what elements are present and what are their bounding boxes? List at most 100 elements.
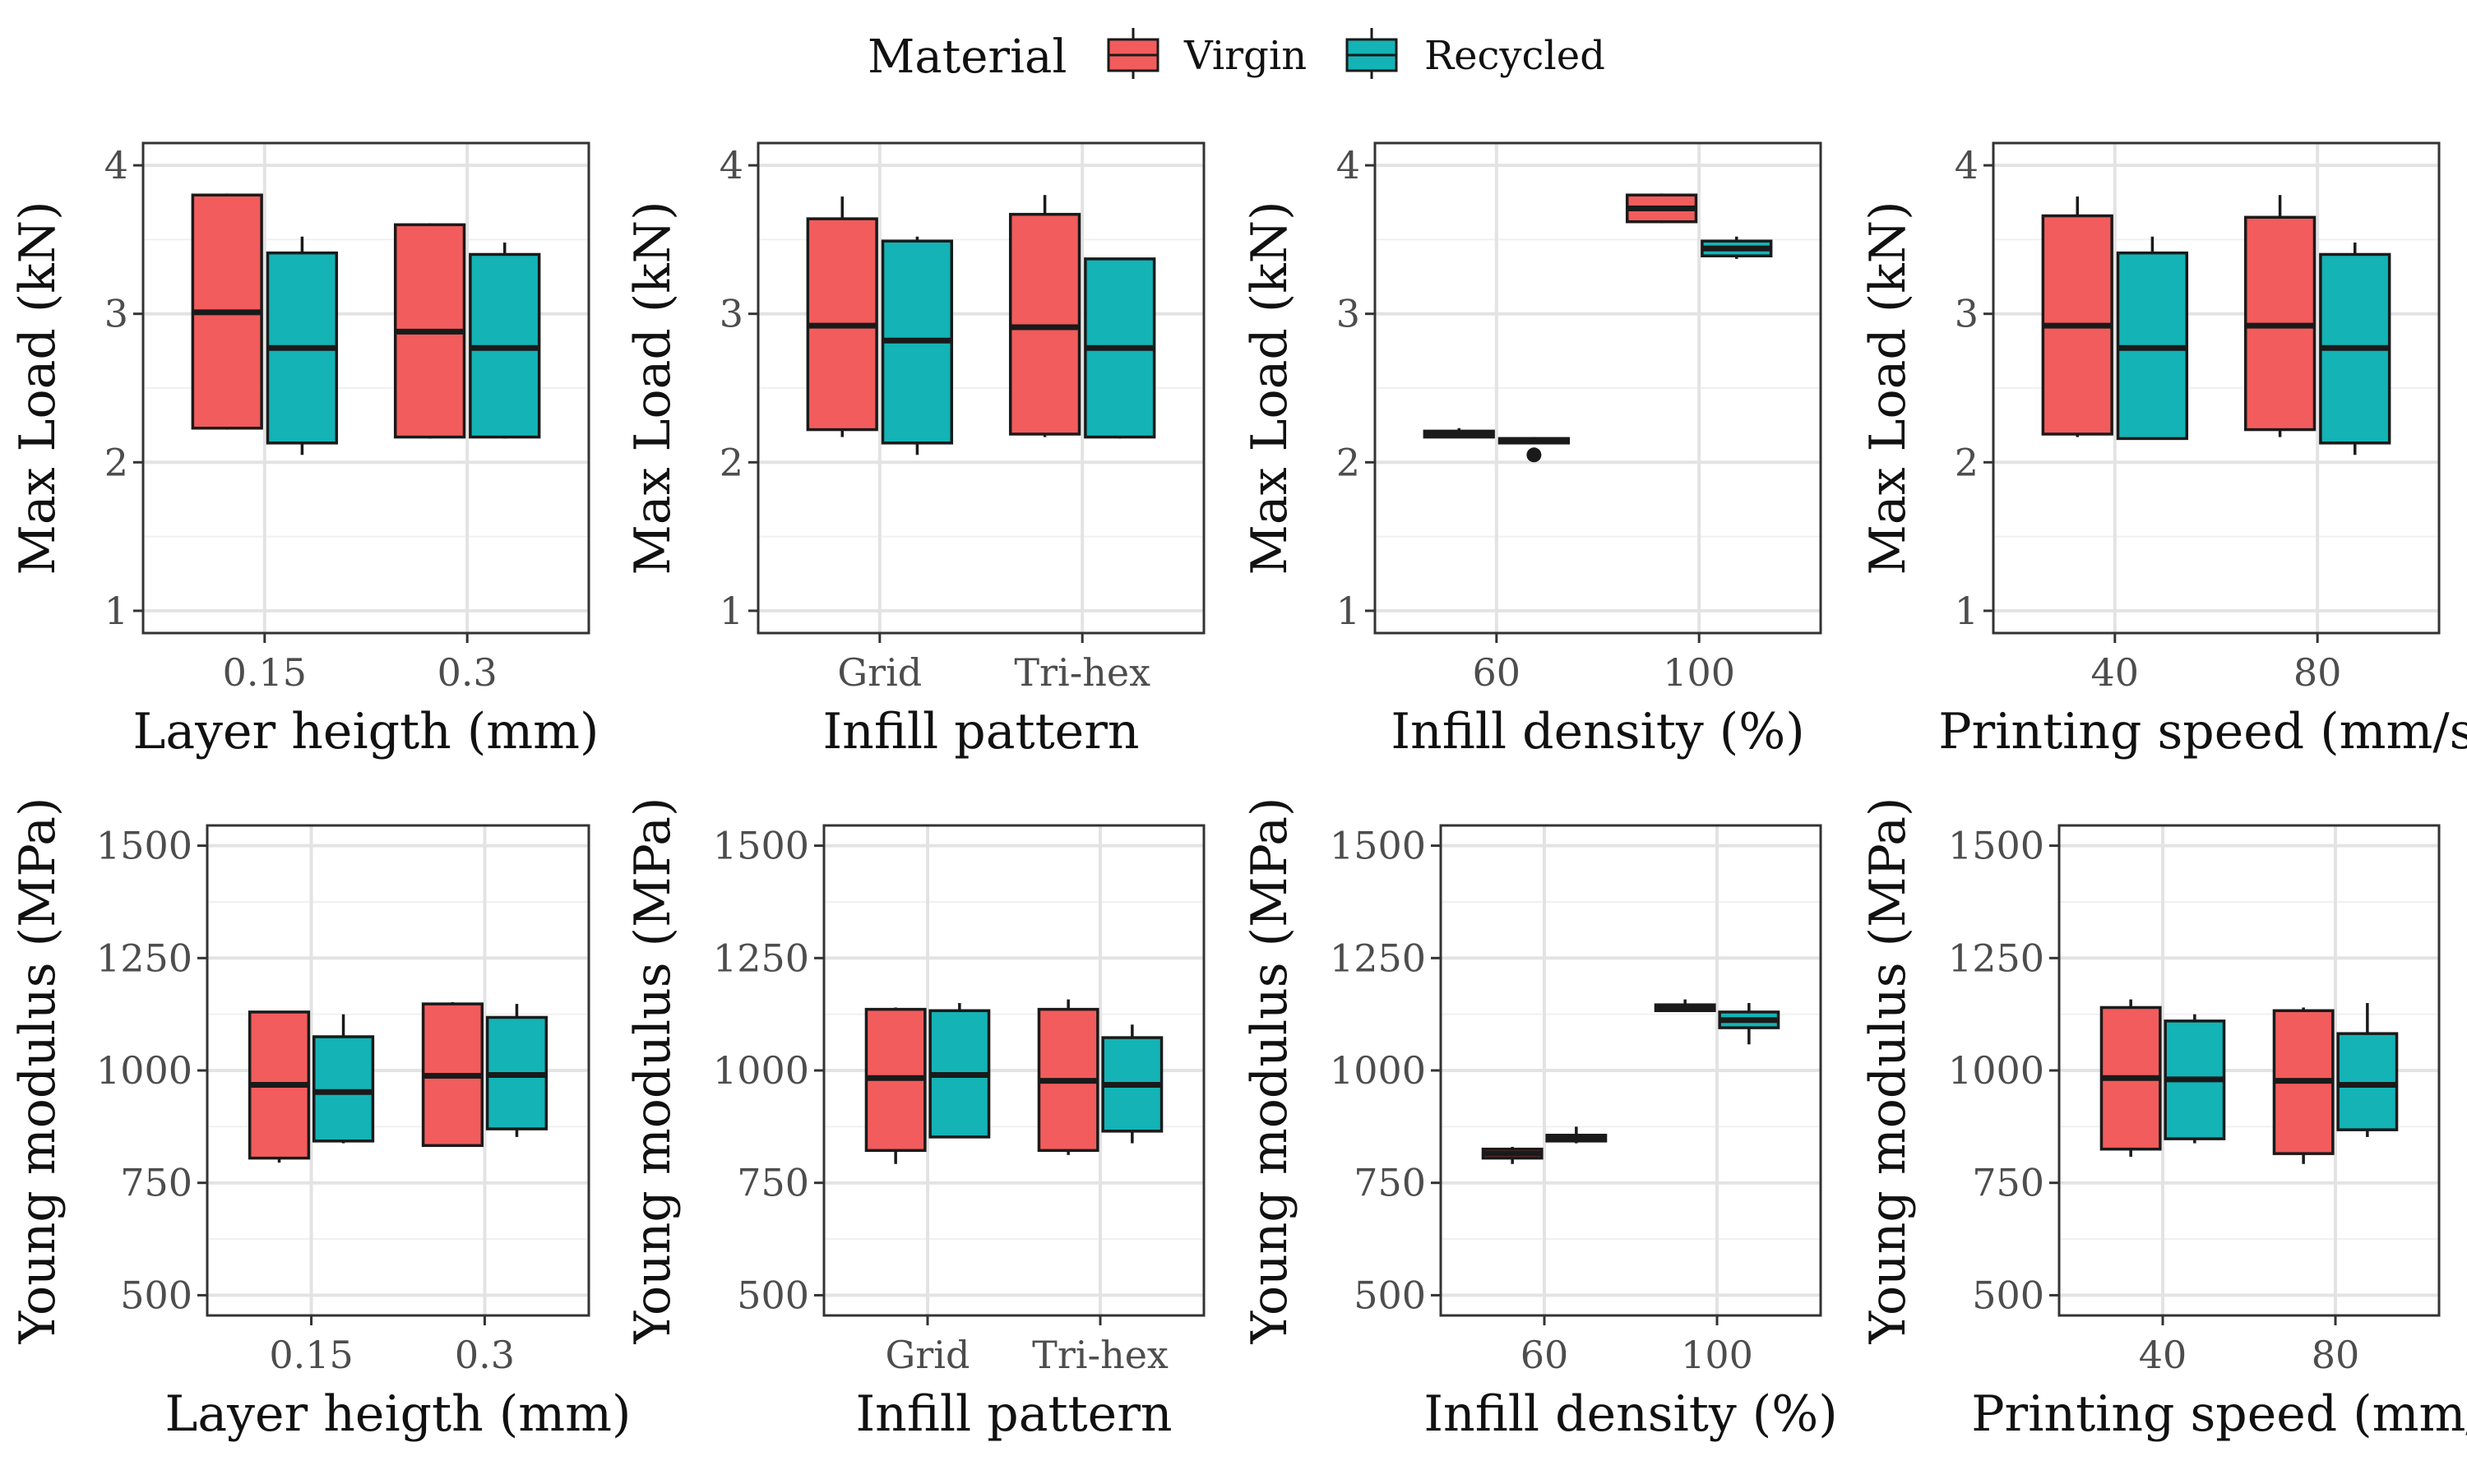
box-virgin-0.3 xyxy=(393,223,466,439)
x-tick-label: Grid xyxy=(837,650,922,695)
y-tick-label: 500 xyxy=(737,1273,809,1317)
box-recycled-60 xyxy=(1545,1126,1608,1144)
box-virgin-100 xyxy=(1654,999,1716,1013)
box-recycled-Grid xyxy=(881,236,954,455)
x-tick-label: 0.3 xyxy=(455,1333,515,1377)
x-tick-label: 40 xyxy=(2139,1333,2187,1377)
box-recycled-40 xyxy=(2116,236,2189,441)
panel-2: 1 2 3 4 Grid Tri-hex Infill pattern Max Load (k… xyxy=(624,141,1206,760)
y-tick-label: 1250 xyxy=(1330,936,1426,980)
legend-label: Virgin xyxy=(1183,33,1307,79)
x-tick-label: 100 xyxy=(1681,1333,1753,1377)
box-virgin-Grid xyxy=(806,196,878,437)
y-tick-label: 1500 xyxy=(1330,824,1426,868)
box-virgin-80 xyxy=(2272,1007,2335,1164)
y-tick-label: 750 xyxy=(1354,1161,1426,1205)
y-axis-title: Max Load (kN) xyxy=(9,201,67,575)
box-recycled-0.15 xyxy=(266,236,339,455)
x-tick-label: 0.15 xyxy=(223,650,307,695)
y-tick-label: 1250 xyxy=(1948,936,2044,980)
box-virgin-Grid xyxy=(864,1007,927,1164)
box-recycled-80 xyxy=(2319,243,2391,455)
legend-entry-virgin: Virgin xyxy=(1107,28,1307,79)
y-axis-title: Max Load (kN) xyxy=(1859,201,1917,575)
panel-1: 1 2 3 4 0.15 0.3 Layer heigth (mm) Max Load (kN… xyxy=(9,141,599,760)
x-tick-label: 60 xyxy=(1473,650,1521,695)
y-tick-label: 3 xyxy=(720,292,743,336)
x-axis-title: Printing speed (mm/s) xyxy=(1938,703,2467,760)
legend-label: Recycled xyxy=(1424,33,1605,79)
box-recycled-0.3 xyxy=(469,243,541,439)
legend-title: Material xyxy=(868,30,1067,84)
x-tick-label: 60 xyxy=(1520,1333,1569,1377)
y-tick-label: 4 xyxy=(720,143,743,187)
y-tick-label: 1 xyxy=(720,589,743,633)
box-recycled-100 xyxy=(1718,1002,1780,1045)
y-tick-label: 2 xyxy=(1336,440,1360,484)
x-tick-label: 100 xyxy=(1663,650,1735,695)
panel-4: 1 2 3 4 40 80 Printing speed (mm/s) Max Load (k… xyxy=(1859,141,2467,760)
y-tick-label: 1250 xyxy=(96,936,192,980)
y-axis-title: Young modulus (MPa) xyxy=(1859,797,1917,1345)
legend: Material Virgin Recycled xyxy=(868,28,1605,84)
box-virgin-60 xyxy=(1423,428,1495,439)
box-recycled-80 xyxy=(2336,1002,2399,1137)
box-recycled-Tri-hex xyxy=(1101,1024,1164,1144)
box-virgin-60 xyxy=(1481,1146,1544,1164)
legend-entry-recycled: Recycled xyxy=(1345,28,1605,79)
box-recycled-Grid xyxy=(928,1002,991,1139)
box-recycled-0.3 xyxy=(485,1004,548,1137)
box-virgin-0.15 xyxy=(248,1010,311,1163)
y-tick-label: 500 xyxy=(1972,1273,2044,1317)
y-tick-label: 2 xyxy=(104,440,128,484)
x-axis-title: Infill pattern xyxy=(822,703,1139,760)
x-axis-title: Printing speed (mm/s) xyxy=(1971,1385,2467,1443)
panel-border xyxy=(1373,141,1822,635)
y-axis-title: Max Load (kN) xyxy=(624,201,682,575)
panel-border xyxy=(757,141,1206,635)
y-tick-label: 1000 xyxy=(713,1048,809,1093)
y-tick-label: 4 xyxy=(104,143,128,187)
box-recycled-100 xyxy=(1701,236,1773,259)
y-tick-label: 1 xyxy=(104,589,128,633)
y-tick-label: 1 xyxy=(1955,589,1979,633)
x-axis-title: Infill density (%) xyxy=(1423,1385,1837,1443)
y-axis-title: Young modulus (MPa) xyxy=(624,797,682,1345)
panel-border xyxy=(141,141,590,635)
box-recycled-40 xyxy=(2164,1014,2226,1144)
y-tick-label: 1000 xyxy=(96,1048,192,1093)
y-axis-title: Young modulus (MPa) xyxy=(9,797,67,1345)
y-tick-label: 4 xyxy=(1336,143,1360,187)
y-tick-label: 750 xyxy=(1972,1161,2044,1205)
x-axis-title: Layer heigth (mm) xyxy=(133,703,599,760)
y-tick-label: 500 xyxy=(120,1273,192,1317)
panel-5: 500 750 1000 1250 1500 0.15 0.3 Layer heigth (m… xyxy=(9,797,631,1443)
x-axis-title: Infill pattern xyxy=(855,1385,1172,1443)
y-tick-label: 1500 xyxy=(96,824,192,868)
y-axis-title: Young modulus (MPa) xyxy=(1241,797,1298,1345)
panel-3: 1 2 3 4 60 100 Infill density (%) Max Load (kN) xyxy=(1241,141,1822,760)
x-tick-label: Grid xyxy=(886,1333,970,1377)
box-virgin-40 xyxy=(2041,196,2113,437)
box-virgin-Tri-hex xyxy=(1037,999,1099,1155)
x-tick-label: 0.3 xyxy=(437,650,498,695)
y-tick-label: 4 xyxy=(1955,143,1979,187)
y-tick-label: 500 xyxy=(1354,1273,1426,1317)
y-tick-label: 2 xyxy=(1955,440,1979,484)
x-tick-label: 0.15 xyxy=(269,1333,353,1377)
panel-border xyxy=(822,824,1206,1317)
box-recycled-0.15 xyxy=(312,1014,375,1144)
y-tick-label: 2 xyxy=(720,440,743,484)
box-virgin-80 xyxy=(2243,195,2317,437)
panel-border xyxy=(1439,824,1822,1317)
panel-border xyxy=(2057,824,2441,1317)
y-tick-label: 1500 xyxy=(1948,824,2044,868)
box-recycled-60 xyxy=(1497,437,1571,463)
panel-6: 500 750 1000 1250 1500 Grid Tri-hex Infill patt… xyxy=(624,797,1206,1443)
y-tick-label: 3 xyxy=(1336,292,1360,336)
panel-7: 500 750 1000 1250 1500 60 100 Infill density (%… xyxy=(1241,797,1838,1443)
x-tick-label: Tri-hex xyxy=(1032,1333,1169,1377)
y-tick-label: 750 xyxy=(737,1161,809,1205)
box-virgin-100 xyxy=(1625,193,1698,224)
